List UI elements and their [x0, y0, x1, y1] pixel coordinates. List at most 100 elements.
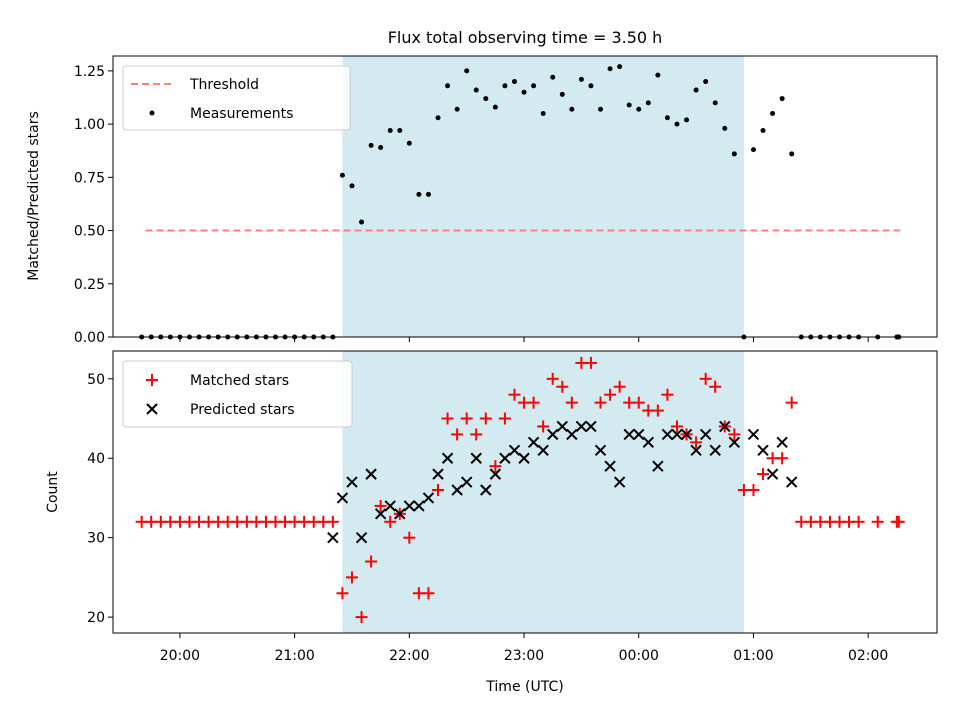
predicted-point	[633, 428, 645, 441]
predicted-point	[365, 468, 377, 480]
matched-point	[422, 587, 435, 600]
matched-point	[699, 372, 712, 385]
bottom-legend-box	[122, 360, 353, 428]
measurement-point	[511, 79, 517, 85]
top-legend: Threshold Measurements	[122, 65, 351, 131]
predicted-point	[566, 428, 578, 441]
matched-point	[632, 396, 645, 409]
predicted-point	[594, 444, 607, 457]
measurement-point	[655, 72, 661, 78]
measurement-point	[559, 91, 565, 97]
bottom-y-axis-label: Count	[45, 471, 61, 513]
bottom-legend: Matched stars Predicted stars	[122, 360, 353, 428]
bottom-plot-frame	[112, 350, 938, 634]
predicted-point	[623, 428, 635, 441]
measurement-point	[645, 100, 651, 106]
matched-point	[451, 428, 464, 441]
measurement-point	[617, 64, 623, 70]
measurement-point	[425, 191, 431, 197]
predicted-point	[680, 428, 693, 441]
predicted-point	[394, 508, 406, 520]
matched-point	[470, 428, 483, 441]
predicted-point	[527, 436, 540, 449]
measurement-point	[454, 106, 460, 112]
predicted-point	[403, 500, 416, 512]
matched-point	[757, 468, 770, 481]
measurement-point	[483, 96, 489, 102]
measurement-point	[416, 191, 422, 197]
predicted-point	[422, 492, 435, 504]
matched-point	[651, 404, 664, 417]
matched-point	[441, 412, 454, 425]
measurement-point	[406, 140, 412, 146]
measurement-point	[789, 151, 795, 157]
measurement-point	[703, 79, 709, 85]
top-y-tick-label: 0.00	[74, 330, 105, 346]
bottom-y-tick-label: 20	[87, 610, 105, 626]
bottom-y-tick-label: 50	[87, 372, 105, 388]
matched-point	[374, 499, 387, 512]
measurement-point	[626, 102, 632, 108]
predicted-point	[652, 460, 664, 472]
top-y-axis-label: Matched/Predicted stars	[26, 111, 42, 281]
measurement-point	[531, 83, 537, 89]
matched-point	[432, 484, 445, 497]
matched-point	[460, 412, 473, 425]
measurement-point	[435, 115, 441, 121]
matched-point	[355, 611, 368, 624]
predicted-point	[336, 492, 349, 504]
predicted-point	[451, 484, 463, 496]
predicted-point	[719, 420, 731, 433]
predicted-point	[384, 500, 396, 512]
predicted-point	[585, 420, 597, 433]
predicted-point	[537, 444, 549, 457]
predicted-point	[690, 444, 702, 457]
predicted-point	[728, 436, 741, 449]
measurement-point	[760, 128, 766, 134]
measurement-point	[674, 121, 680, 127]
matched-point	[785, 396, 798, 409]
matched-point	[537, 420, 550, 433]
legend-predicted-label: Predicted stars	[190, 402, 295, 418]
top-y-tick-label: 1.25	[74, 64, 105, 80]
matched-point	[747, 484, 760, 497]
matched-point	[479, 412, 492, 425]
matched-point	[546, 372, 559, 385]
predicted-point	[613, 476, 626, 488]
matched-point	[345, 571, 358, 584]
matched-point	[527, 396, 540, 409]
matched-point	[336, 587, 349, 600]
predicted-point	[374, 508, 387, 520]
matched-point	[613, 380, 626, 393]
legend-measurements-swatch	[149, 110, 155, 116]
predicted-point	[757, 444, 769, 457]
predicted-point	[547, 428, 559, 441]
measurement-point	[473, 87, 479, 93]
bottom-y-tick-label: 30	[87, 531, 105, 547]
x-tick-label: 02:00	[848, 648, 888, 664]
measurement-point	[349, 183, 355, 189]
predicted-point	[642, 436, 655, 449]
x-tick-label: 00:00	[619, 648, 659, 664]
measurement-point	[722, 125, 728, 131]
measurement-point	[540, 110, 546, 116]
top-y-tick-label: 0.25	[74, 277, 105, 293]
x-axis-label: Time (UTC)	[485, 679, 563, 695]
top-plot-frame	[112, 55, 938, 338]
predicted-point	[327, 531, 339, 544]
matched-point	[556, 380, 569, 393]
matched-point	[508, 388, 521, 401]
legend-predicted-marker	[146, 403, 158, 415]
matched-point	[565, 396, 578, 409]
legend-measurements-label: Measurements	[190, 106, 293, 122]
figure-title: Flux total observing time = 3.50 h	[388, 28, 663, 47]
measurement-point	[378, 145, 384, 151]
predicted-point	[346, 476, 358, 488]
bottom-plot: 20 30 40 50 20:00 21:00 22:00 23:00 00:00 01:00 0…	[45, 350, 938, 664]
measurement-point	[750, 147, 756, 153]
measurement-point	[693, 87, 699, 93]
measurement-point	[588, 83, 594, 89]
measurement-point	[684, 117, 690, 123]
predicted-point	[480, 484, 492, 496]
